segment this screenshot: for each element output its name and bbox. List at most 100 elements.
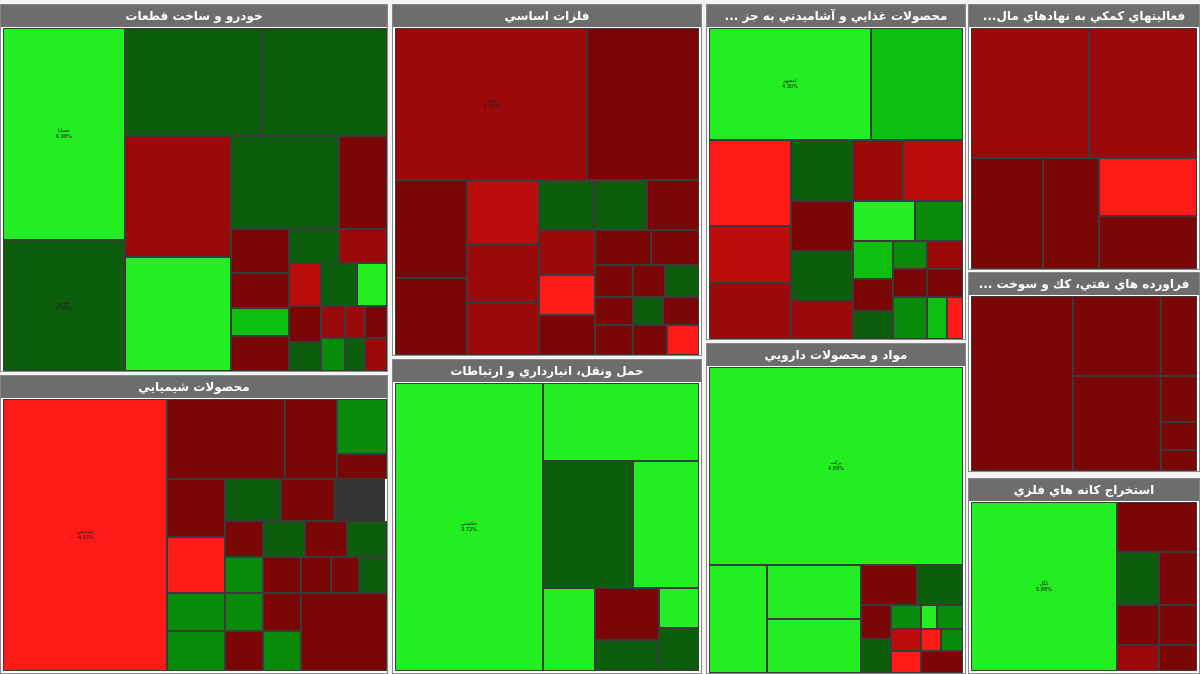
stock-tile[interactable] bbox=[167, 537, 225, 593]
stock-tile[interactable] bbox=[1073, 376, 1161, 471]
stock-tile[interactable] bbox=[709, 283, 791, 339]
stock-tile[interactable] bbox=[167, 593, 225, 631]
stock-tile[interactable] bbox=[281, 479, 335, 521]
stock-tile[interactable] bbox=[587, 28, 699, 180]
stock-tile[interactable]: حكشتي 3.72% bbox=[395, 383, 543, 671]
stock-tile[interactable] bbox=[539, 315, 595, 355]
stock-tile[interactable] bbox=[947, 297, 963, 339]
stock-tile[interactable] bbox=[337, 399, 387, 454]
stock-tile[interactable] bbox=[543, 461, 633, 588]
stock-tile[interactable] bbox=[633, 325, 667, 355]
sector-panel[interactable]: استخراج كانه هاي فلزي كگل 5.88% bbox=[968, 478, 1200, 674]
stock-tile[interactable] bbox=[539, 275, 595, 315]
stock-tile[interactable] bbox=[225, 479, 281, 521]
stock-tile[interactable] bbox=[395, 180, 467, 278]
stock-tile[interactable] bbox=[339, 229, 387, 263]
stock-tile[interactable]: خودرو 0.55% bbox=[3, 240, 125, 371]
stock-tile[interactable] bbox=[971, 28, 1089, 158]
stock-tile[interactable] bbox=[633, 297, 663, 325]
stock-tile[interactable] bbox=[347, 521, 387, 557]
stock-tile[interactable] bbox=[663, 297, 699, 325]
stock-tile[interactable] bbox=[225, 593, 263, 631]
stock-tile[interactable] bbox=[853, 241, 893, 279]
stock-tile[interactable]: كگل 5.88% bbox=[971, 502, 1117, 671]
stock-tile[interactable] bbox=[709, 226, 791, 283]
stock-tile[interactable] bbox=[891, 651, 921, 673]
stock-tile[interactable] bbox=[225, 631, 263, 671]
stock-tile[interactable] bbox=[261, 28, 387, 136]
stock-tile[interactable] bbox=[285, 399, 337, 479]
stock-tile[interactable] bbox=[871, 28, 963, 140]
stock-tile[interactable] bbox=[853, 140, 903, 201]
stock-tile[interactable] bbox=[1099, 158, 1197, 216]
stock-tile[interactable] bbox=[595, 325, 633, 355]
stock-tile[interactable] bbox=[791, 251, 853, 300]
sector-panel[interactable]: محصولات غذايي و آشاميدني به جز ... غبشهر 4… bbox=[706, 4, 966, 340]
stock-tile[interactable] bbox=[1043, 158, 1099, 269]
sector-panel[interactable]: فلزات اساسي فولاد -1.55% bbox=[392, 4, 702, 356]
stock-tile[interactable] bbox=[709, 565, 767, 673]
stock-tile[interactable] bbox=[1073, 296, 1161, 376]
stock-tile[interactable] bbox=[331, 557, 359, 593]
stock-tile[interactable] bbox=[853, 201, 915, 241]
stock-tile[interactable] bbox=[861, 639, 891, 673]
stock-tile[interactable] bbox=[861, 565, 917, 605]
stock-tile[interactable] bbox=[1089, 28, 1197, 158]
stock-tile[interactable] bbox=[1161, 296, 1197, 376]
stock-tile[interactable] bbox=[595, 180, 647, 230]
stock-tile[interactable] bbox=[263, 521, 305, 557]
stock-tile[interactable] bbox=[231, 308, 289, 336]
stock-tile[interactable] bbox=[365, 338, 387, 371]
stock-tile[interactable] bbox=[263, 631, 301, 671]
stock-tile[interactable] bbox=[927, 297, 947, 339]
stock-tile[interactable] bbox=[345, 338, 365, 371]
stock-tile[interactable] bbox=[791, 300, 853, 339]
stock-tile[interactable] bbox=[927, 241, 963, 269]
stock-tile[interactable] bbox=[289, 306, 321, 342]
stock-tile[interactable] bbox=[921, 651, 963, 673]
sector-panel[interactable]: محصولات شيميايي شپديس -4.33% bbox=[0, 375, 388, 674]
stock-tile[interactable]: خساپا 6.98% bbox=[3, 28, 125, 240]
stock-tile[interactable]: شپديس -4.33% bbox=[3, 399, 167, 671]
stock-tile[interactable] bbox=[595, 588, 659, 640]
stock-tile[interactable] bbox=[893, 269, 927, 297]
stock-tile[interactable] bbox=[651, 230, 699, 265]
stock-tile[interactable] bbox=[167, 479, 225, 537]
stock-tile[interactable] bbox=[543, 383, 699, 461]
stock-tile[interactable] bbox=[937, 605, 963, 629]
sector-panel[interactable]: خودرو و ساخت قطعات خساپا 6.98% خودرو 0.55% bbox=[0, 4, 388, 372]
stock-tile[interactable] bbox=[915, 201, 963, 241]
stock-tile[interactable] bbox=[467, 244, 539, 302]
sector-panel[interactable]: فعاليتهاي كمكي به نهادهاي مال... bbox=[968, 4, 1200, 270]
stock-tile[interactable] bbox=[891, 629, 921, 651]
stock-tile[interactable]: غبشهر 4.30% bbox=[709, 28, 871, 140]
stock-tile[interactable] bbox=[971, 158, 1043, 269]
stock-tile[interactable]: فولاد -1.55% bbox=[395, 28, 587, 180]
stock-tile[interactable] bbox=[1159, 645, 1197, 671]
stock-tile[interactable] bbox=[1161, 376, 1197, 422]
stock-tile[interactable] bbox=[1099, 216, 1197, 269]
stock-tile[interactable] bbox=[225, 557, 263, 593]
stock-tile[interactable] bbox=[1117, 552, 1159, 605]
stock-tile[interactable] bbox=[667, 325, 699, 355]
stock-tile[interactable] bbox=[301, 557, 331, 593]
stock-tile[interactable] bbox=[395, 278, 467, 355]
stock-tile[interactable] bbox=[225, 521, 263, 557]
stock-tile[interactable] bbox=[539, 230, 595, 275]
stock-tile[interactable] bbox=[647, 180, 699, 230]
stock-tile[interactable] bbox=[595, 297, 633, 325]
stock-tile[interactable] bbox=[767, 565, 861, 619]
stock-tile[interactable] bbox=[345, 306, 365, 338]
stock-tile[interactable] bbox=[665, 265, 699, 297]
stock-tile[interactable] bbox=[125, 28, 261, 136]
stock-tile[interactable] bbox=[971, 296, 1073, 471]
stock-tile[interactable] bbox=[893, 297, 927, 339]
stock-tile[interactable] bbox=[231, 229, 289, 273]
stock-tile[interactable] bbox=[263, 593, 301, 631]
stock-tile[interactable] bbox=[339, 136, 387, 229]
stock-tile[interactable] bbox=[893, 241, 927, 269]
stock-tile[interactable] bbox=[767, 619, 861, 673]
stock-tile[interactable] bbox=[305, 521, 347, 557]
stock-tile[interactable] bbox=[357, 263, 387, 306]
stock-tile[interactable] bbox=[891, 605, 921, 629]
